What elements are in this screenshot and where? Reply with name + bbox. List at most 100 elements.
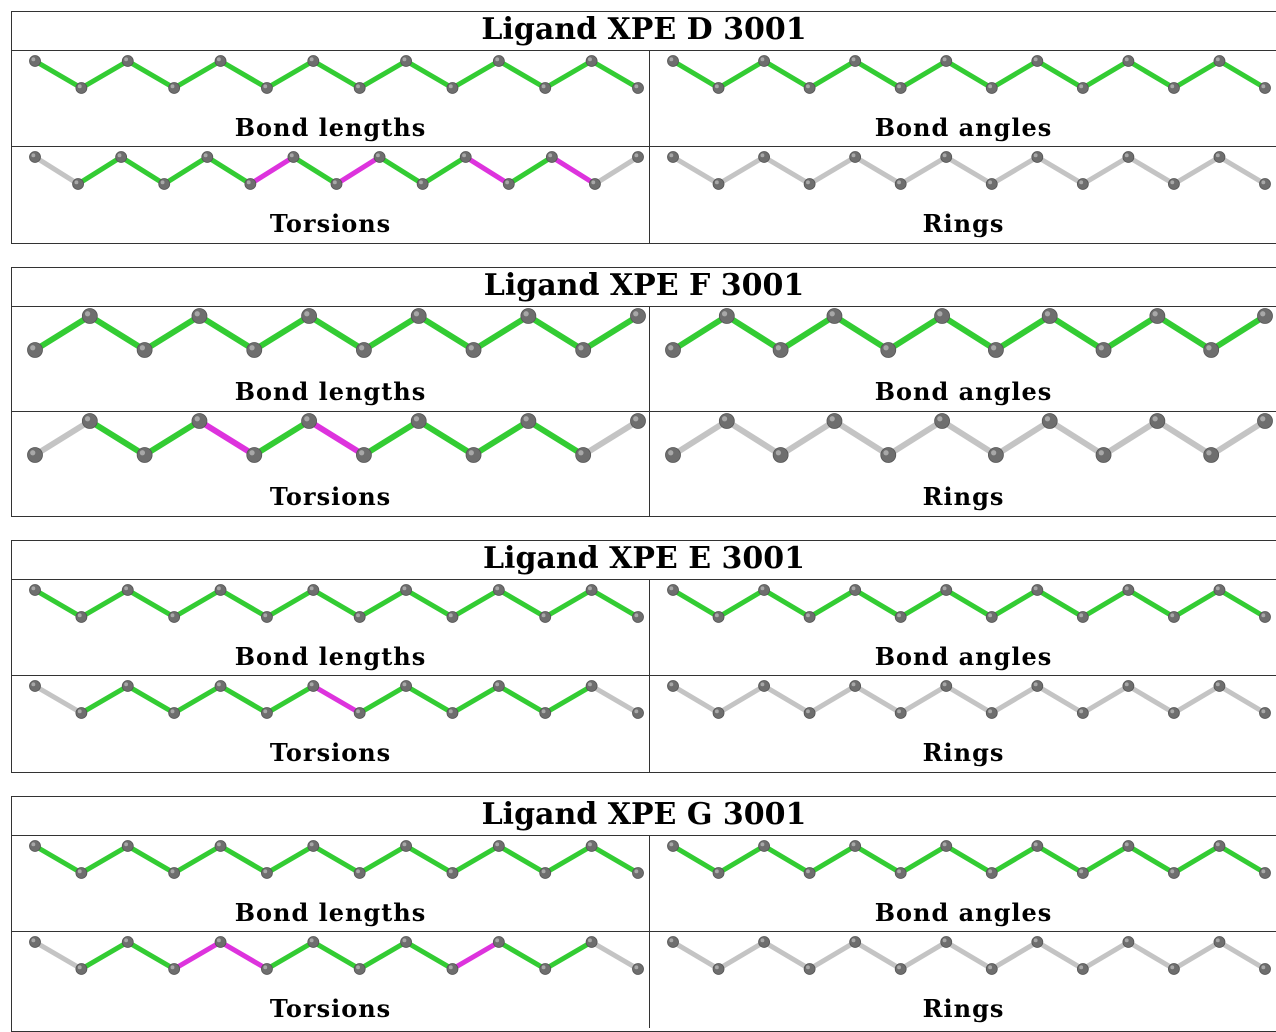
atom — [985, 611, 998, 623]
atom — [1213, 936, 1226, 948]
atom-highlight — [402, 682, 407, 687]
atom — [492, 936, 505, 948]
atom-highlight — [304, 416, 310, 422]
bond — [943, 843, 995, 876]
bond — [32, 587, 84, 620]
atom — [75, 611, 88, 623]
atom-highlight — [249, 345, 255, 351]
atom-highlight — [668, 450, 674, 456]
panel-rings: Rings — [650, 932, 1276, 1028]
atom-highlight — [1215, 586, 1220, 591]
atom-highlight — [124, 938, 129, 943]
bond — [403, 587, 455, 620]
atom-highlight — [1124, 682, 1129, 687]
panel-bond-lengths: Bond lengths — [12, 580, 650, 676]
bond — [218, 58, 270, 91]
atom-highlight — [1170, 180, 1175, 185]
bond — [542, 587, 595, 620]
bond — [32, 154, 81, 187]
bond — [78, 587, 131, 620]
atom — [1168, 963, 1180, 975]
atom — [667, 55, 679, 67]
bond — [542, 58, 595, 91]
atom-highlight — [263, 84, 268, 89]
atom-highlight — [170, 965, 175, 970]
atom — [940, 55, 953, 67]
atom-highlight — [1044, 416, 1051, 422]
atom-highlight — [775, 345, 782, 351]
atom-highlight — [402, 57, 407, 62]
atom — [575, 342, 592, 358]
bond — [334, 154, 383, 187]
atom — [985, 963, 998, 975]
bond — [218, 843, 270, 876]
atom — [168, 963, 181, 975]
atom — [1122, 936, 1135, 948]
atom — [27, 447, 43, 463]
atom-highlight — [194, 416, 200, 422]
bond — [360, 418, 422, 458]
atom-highlight — [194, 311, 200, 317]
atom — [667, 936, 679, 948]
atom-highlight — [897, 613, 901, 618]
atom — [539, 82, 552, 94]
atom — [1257, 413, 1273, 429]
atom-highlight — [1124, 153, 1129, 158]
atom — [585, 840, 598, 852]
atom — [539, 707, 552, 719]
atom — [940, 680, 953, 692]
atom — [1203, 447, 1220, 463]
atom-highlight — [714, 84, 719, 89]
atom-highlight — [988, 965, 993, 970]
bond — [415, 418, 477, 458]
atom — [410, 308, 427, 324]
atom — [985, 82, 998, 94]
bond — [1046, 418, 1107, 458]
atom-highlight — [829, 311, 835, 317]
molecule-diagram — [29, 936, 644, 975]
atom-highlight — [263, 709, 268, 714]
atom — [307, 55, 320, 67]
atom — [1095, 447, 1112, 463]
atom-highlight — [541, 965, 546, 970]
atom — [459, 151, 472, 163]
bond — [32, 58, 84, 91]
atom-highlight — [897, 709, 901, 714]
atom-highlight — [1261, 965, 1266, 970]
atom-highlight — [942, 153, 947, 158]
bond — [723, 313, 784, 353]
atom — [244, 178, 257, 190]
bond — [470, 313, 532, 353]
atom — [1076, 611, 1089, 623]
atom — [758, 680, 770, 692]
bond — [264, 58, 316, 91]
atom — [1122, 840, 1135, 852]
atom — [400, 680, 412, 692]
atom-highlight — [1079, 965, 1084, 970]
atom-highlight — [359, 450, 365, 456]
atom-highlight — [897, 84, 901, 89]
bond — [1171, 58, 1222, 91]
atom — [410, 413, 427, 429]
atom — [121, 840, 134, 852]
molecule-diagram — [29, 680, 644, 719]
atom-highlight — [332, 180, 337, 185]
atom — [168, 82, 181, 94]
bond — [86, 418, 148, 458]
atom-highlight — [1261, 84, 1266, 89]
atom — [894, 178, 907, 190]
atom-highlight — [1124, 57, 1129, 62]
bond — [118, 154, 167, 187]
bond — [1171, 683, 1222, 716]
bond — [196, 313, 258, 353]
atom — [29, 936, 41, 948]
bond — [1034, 843, 1086, 876]
atom — [307, 584, 320, 596]
bond — [218, 587, 270, 620]
atom-highlight — [1124, 842, 1129, 847]
atom-highlight — [1170, 84, 1175, 89]
atom — [214, 55, 227, 67]
bond — [589, 587, 641, 620]
atom — [416, 178, 429, 190]
atom — [446, 963, 459, 975]
